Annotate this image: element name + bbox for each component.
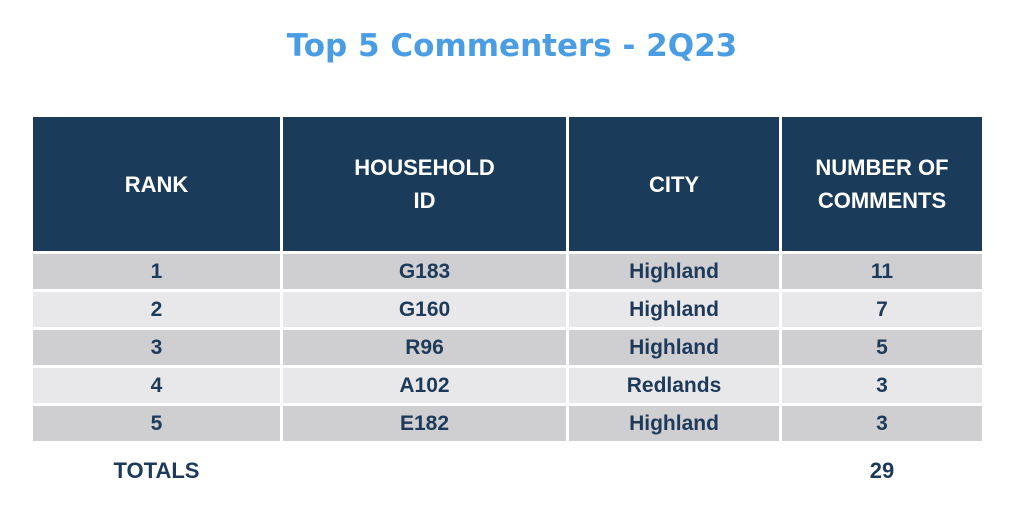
comments-cell: 5 [782, 330, 982, 365]
page-title: Top 5 Commenters - 2Q23 [286, 28, 738, 64]
totals-empty-cell [569, 444, 779, 486]
totals-value: 29 [782, 444, 982, 486]
city-cell: Highland [569, 254, 779, 289]
totals-label: TOTALS [33, 444, 280, 486]
header-household-id: HOUSEHOLD ID [283, 117, 566, 251]
rank-cell: 1 [33, 254, 280, 289]
table-row: 5 E182 Highland 3 [33, 406, 982, 441]
header-rank: RANK [33, 117, 280, 251]
header-number-of-comments: NUMBER OF COMMENTS [782, 117, 982, 251]
totals-row: TOTALS 29 [33, 444, 982, 486]
table-row: 2 G160 Highland 7 [33, 292, 982, 327]
household-id-cell: G160 [283, 292, 566, 327]
table-row: 1 G183 Highland 11 [33, 254, 982, 289]
city-cell: Highland [569, 292, 779, 327]
city-cell: Highland [569, 330, 779, 365]
household-id-cell: A102 [283, 368, 566, 403]
header-city: CITY [569, 117, 779, 251]
rank-cell: 4 [33, 368, 280, 403]
comments-cell: 3 [782, 406, 982, 441]
table-row: 3 R96 Highland 5 [33, 330, 982, 365]
comments-cell: 11 [782, 254, 982, 289]
rank-cell: 3 [33, 330, 280, 365]
household-id-cell: R96 [283, 330, 566, 365]
comments-cell: 7 [782, 292, 982, 327]
commenters-table: RANK HOUSEHOLD ID CITY NUMBER OF COMMENT… [30, 114, 985, 489]
household-id-cell: G183 [283, 254, 566, 289]
city-cell: Redlands [569, 368, 779, 403]
household-id-cell: E182 [283, 406, 566, 441]
totals-empty-cell [283, 444, 566, 486]
comments-cell: 3 [782, 368, 982, 403]
rank-cell: 2 [33, 292, 280, 327]
rank-cell: 5 [33, 406, 280, 441]
city-cell: Highland [569, 406, 779, 441]
table-row: 4 A102 Redlands 3 [33, 368, 982, 403]
table-header-row: RANK HOUSEHOLD ID CITY NUMBER OF COMMENT… [33, 117, 982, 251]
